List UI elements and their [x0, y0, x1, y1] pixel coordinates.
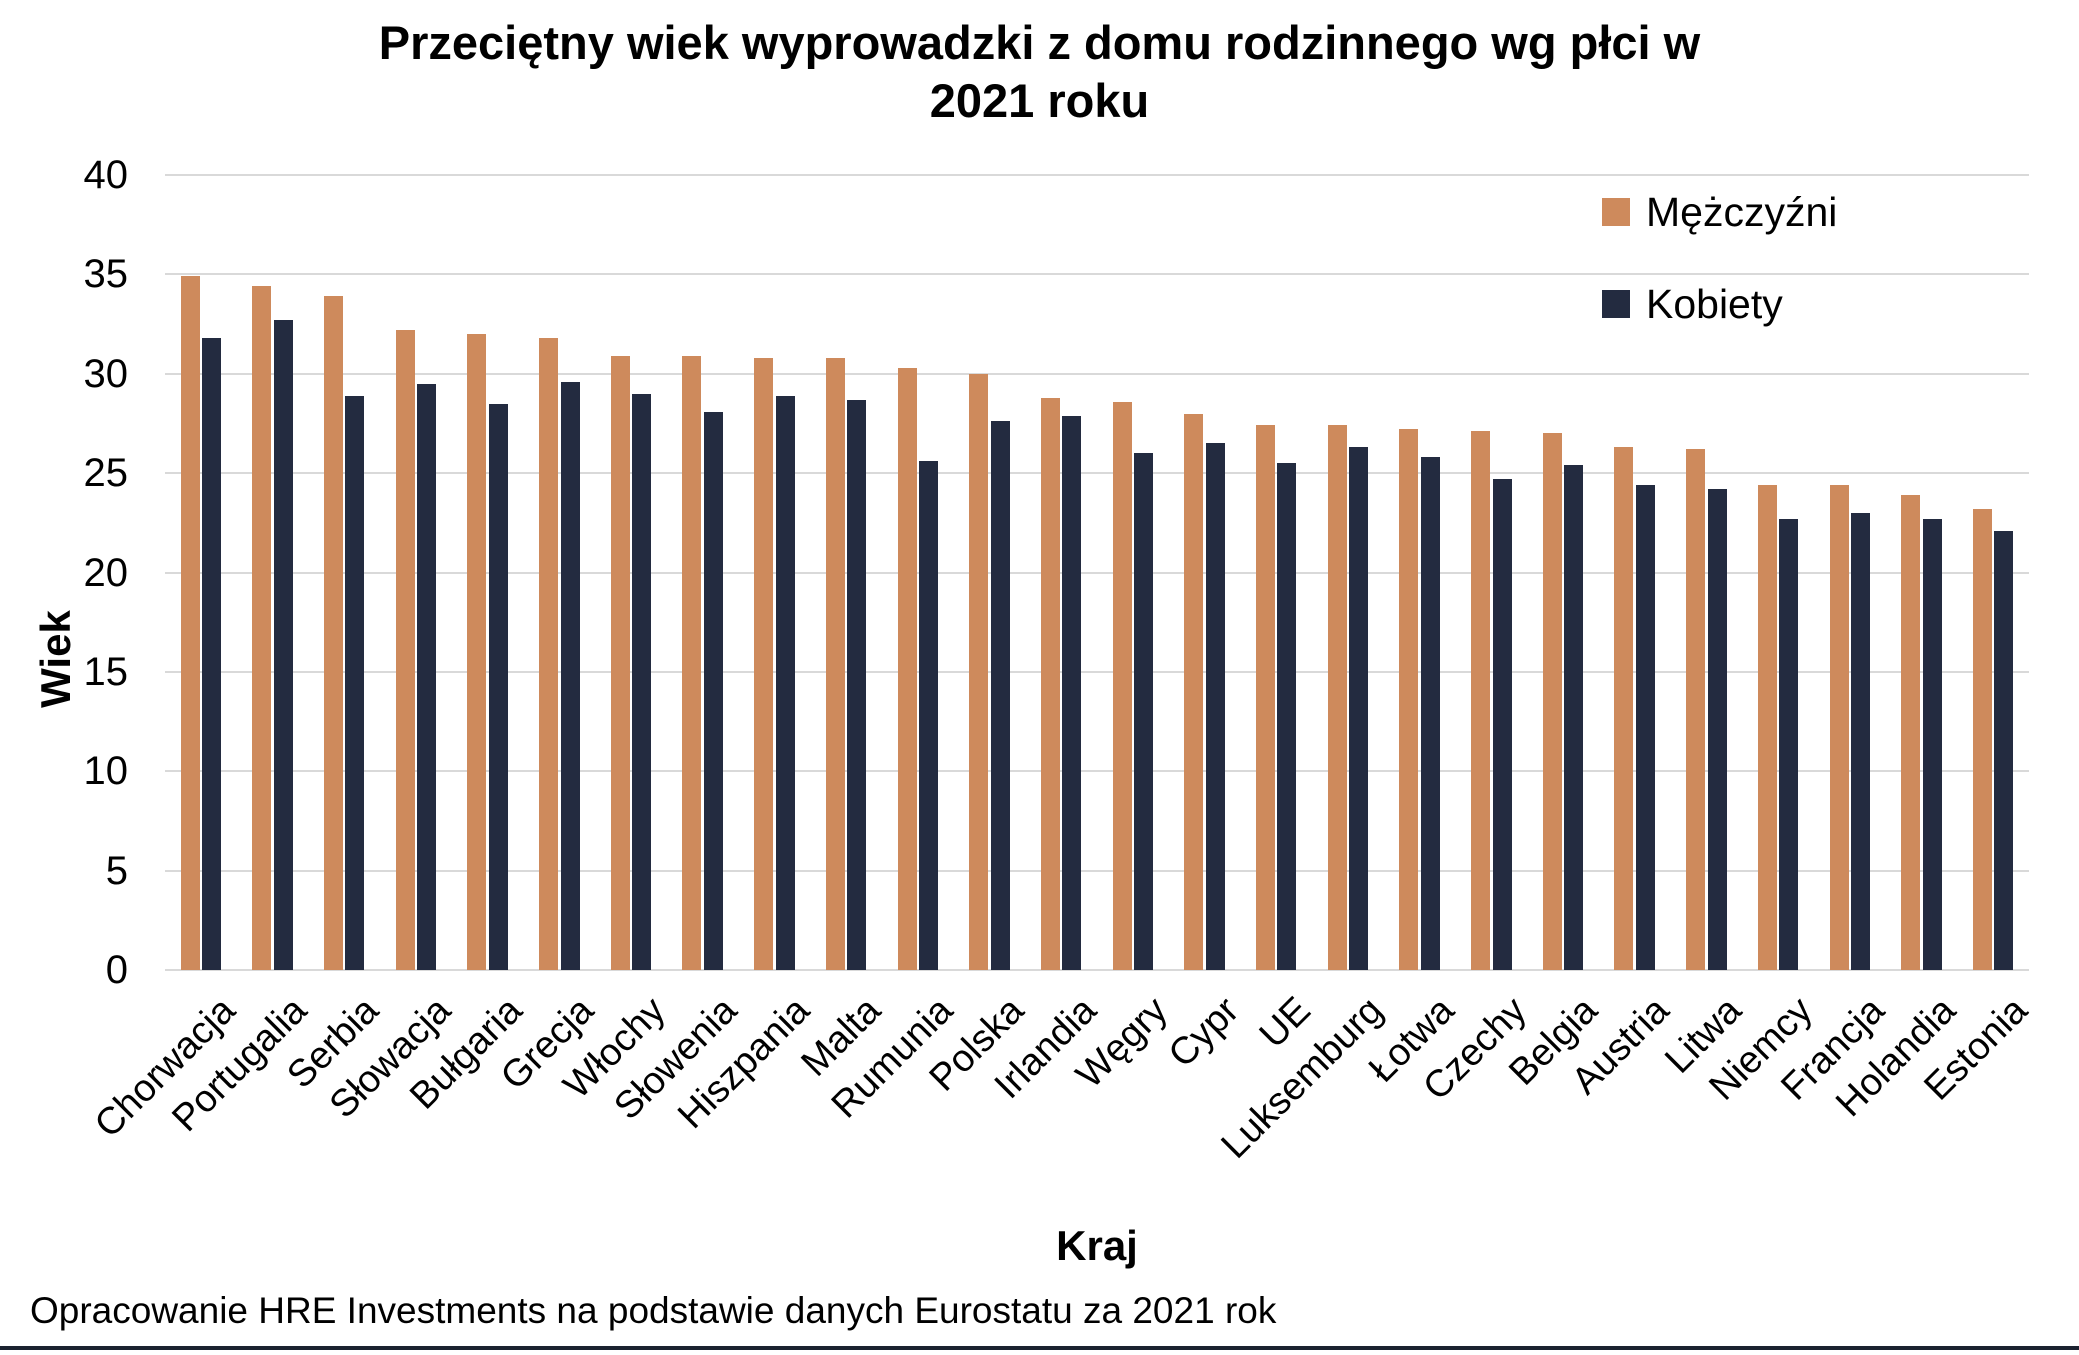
gridline-25 [165, 472, 2029, 475]
chart-title: Przeciętny wiek wyprowadzki z domu rodzi… [0, 14, 2079, 130]
gridline-10 [165, 770, 2029, 773]
bar-m-czy-ni-grecja [539, 337, 559, 970]
bar-kobiety-estonia [1994, 530, 2014, 970]
bar-m-czy-ni-w-ochy [610, 355, 630, 970]
bar-kobiety-rumunia [919, 461, 939, 970]
bar-m-czy-ni-ue [1255, 425, 1275, 970]
bar-kobiety-portugalia [273, 320, 293, 970]
bar-kobiety-chorwacja [202, 337, 222, 970]
y-tick-label-0: 0 [105, 948, 128, 992]
bar-m-czy-ni-holandia [1901, 495, 1921, 970]
bar-kobiety-malta [847, 399, 867, 970]
bar-m-czy-ni-s-owacja [395, 330, 415, 970]
bar-m-czy-ni-chorwacja [180, 276, 200, 970]
bar-kobiety-w-ochy [632, 393, 652, 970]
bar-m-czy-ni-portugalia [252, 286, 272, 970]
bar-kobiety-ue [1277, 463, 1297, 970]
bar-m-czy-ni-malta [825, 357, 845, 970]
gridline-20 [165, 571, 2029, 574]
y-tick-label-40: 40 [83, 153, 129, 197]
bar-m-czy-ni-czechy [1471, 431, 1491, 970]
bar-kobiety-s-owacja [417, 383, 437, 970]
bar-m-czy-ni-litwa [1686, 449, 1706, 970]
women-series-label: Kobiety [1646, 281, 1783, 327]
source-note: Opracowanie HRE Investments na podstawie… [30, 1290, 1277, 1331]
bar-kobiety-w-gry [1134, 453, 1154, 970]
bar-m-czy-ni-cypr [1184, 413, 1204, 970]
bar-m-czy-ni-bu-garia [467, 334, 487, 970]
bar-kobiety-irlandia [1062, 415, 1082, 970]
plot-area [165, 174, 2029, 971]
chart-title-line1: Przeciętny wiek wyprowadzki z domu rodzi… [378, 16, 1701, 69]
bar-m-czy-ni-w-gry [1112, 401, 1132, 970]
y-tick-label-15: 15 [83, 649, 129, 694]
y-tick-label-35: 35 [83, 252, 129, 297]
bar-kobiety-grecja [560, 381, 580, 970]
x-axis-title: Kraj [1056, 1222, 1138, 1269]
legend-item-women: Kobiety [1602, 280, 1837, 328]
bar-kobiety-bu-garia [488, 403, 508, 970]
men-series-label: Mężczyźni [1646, 189, 1838, 235]
gridline-35 [165, 273, 2029, 276]
bar-m-czy-ni-hiszpania [754, 357, 774, 970]
bar-m-czy-ni-estonia [1972, 508, 1992, 970]
bar-m-czy-ni-niemcy [1757, 485, 1777, 970]
bar-m-czy-ni--otwa [1399, 429, 1419, 970]
bar-kobiety-luksemburg [1349, 447, 1369, 970]
bar-kobiety-polska [990, 421, 1010, 970]
bar-kobiety-austria [1635, 485, 1655, 970]
y-tick-label-20: 20 [83, 550, 129, 595]
bar-m-czy-ni-serbia [323, 296, 343, 970]
legend-item-men: Mężczyźni [1602, 188, 1837, 236]
bar-kobiety-hiszpania [775, 395, 795, 970]
y-tick-label-30: 30 [83, 351, 129, 396]
women-series-swatch [1602, 290, 1630, 318]
gridline-40 [165, 174, 2029, 176]
bar-m-czy-ni-polska [969, 373, 989, 970]
bar-kobiety--otwa [1420, 457, 1440, 970]
y-tick-label-5: 5 [105, 848, 128, 893]
bar-m-czy-ni-austria [1614, 447, 1634, 970]
y-tick-label-25: 25 [83, 451, 129, 496]
bar-m-czy-ni-rumunia [897, 367, 917, 970]
bottom-border-bar [0, 1346, 2079, 1350]
y-axis-tick-labels: 0 5 10 15 20 25 30 35 40 [30, 155, 129, 990]
bar-kobiety-belgia [1564, 465, 1584, 970]
x-axis-tick-labels: Chorwacja Portugalia Serbia Słowacja Bułgari… [87, 982, 2036, 1232]
men-series-swatch [1602, 198, 1630, 226]
gridline-5 [165, 869, 2029, 872]
bar-kobiety-niemcy [1779, 518, 1799, 970]
bar-m-czy-ni-irlandia [1040, 397, 1060, 970]
bar-kobiety-francja [1851, 512, 1871, 970]
gridline-30 [165, 372, 2029, 375]
bar-kobiety-s-owenia [703, 411, 723, 970]
gridline-0 [165, 969, 2029, 971]
y-tick-label-10: 10 [83, 749, 129, 794]
bar-m-czy-ni-belgia [1542, 433, 1562, 970]
chart-title-line2: 2021 roku [929, 74, 1150, 127]
bar-kobiety-litwa [1707, 489, 1727, 970]
legend: Mężczyźni Kobiety [1602, 188, 1837, 372]
bar-m-czy-ni-francja [1829, 485, 1849, 970]
bar-m-czy-ni-luksemburg [1327, 425, 1347, 970]
bar-kobiety-holandia [1922, 518, 1942, 970]
gridline-15 [165, 670, 2029, 673]
bar-kobiety-serbia [345, 395, 365, 970]
bar-m-czy-ni-s-owenia [682, 355, 702, 970]
bar-kobiety-cypr [1205, 443, 1225, 970]
x-tick-label-cypr: Cypr [1161, 989, 1248, 1076]
bar-kobiety-czechy [1492, 479, 1512, 970]
